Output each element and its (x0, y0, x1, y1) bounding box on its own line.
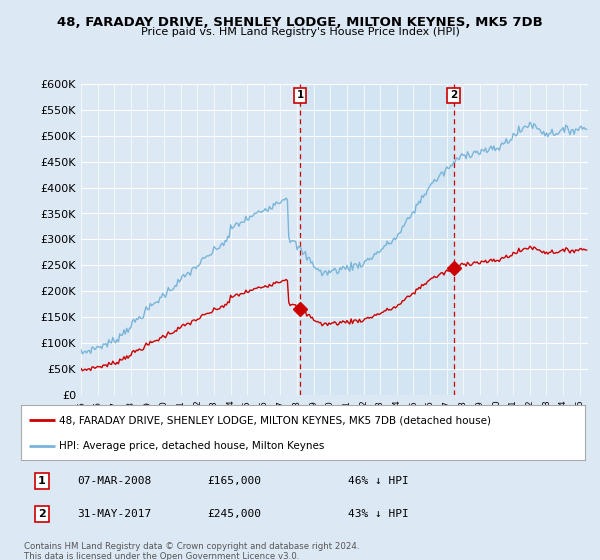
Text: 1: 1 (38, 476, 46, 486)
Text: 07-MAR-2008: 07-MAR-2008 (77, 476, 152, 486)
Text: HPI: Average price, detached house, Milton Keynes: HPI: Average price, detached house, Milt… (59, 441, 325, 450)
Text: 43% ↓ HPI: 43% ↓ HPI (348, 509, 409, 519)
Text: 1: 1 (296, 90, 304, 100)
Text: 2: 2 (38, 509, 46, 519)
Text: 2: 2 (450, 90, 457, 100)
Text: 31-MAY-2017: 31-MAY-2017 (77, 509, 152, 519)
Text: Contains HM Land Registry data © Crown copyright and database right 2024.
This d: Contains HM Land Registry data © Crown c… (24, 542, 359, 560)
Bar (300, 84, 454, 395)
Text: £245,000: £245,000 (207, 509, 261, 519)
Text: 46% ↓ HPI: 46% ↓ HPI (348, 476, 409, 486)
Text: 48, FARADAY DRIVE, SHENLEY LODGE, MILTON KEYNES, MK5 7DB: 48, FARADAY DRIVE, SHENLEY LODGE, MILTON… (57, 16, 543, 29)
Text: 48, FARADAY DRIVE, SHENLEY LODGE, MILTON KEYNES, MK5 7DB (detached house): 48, FARADAY DRIVE, SHENLEY LODGE, MILTON… (59, 416, 491, 425)
Text: Price paid vs. HM Land Registry's House Price Index (HPI): Price paid vs. HM Land Registry's House … (140, 27, 460, 38)
Text: £165,000: £165,000 (207, 476, 261, 486)
